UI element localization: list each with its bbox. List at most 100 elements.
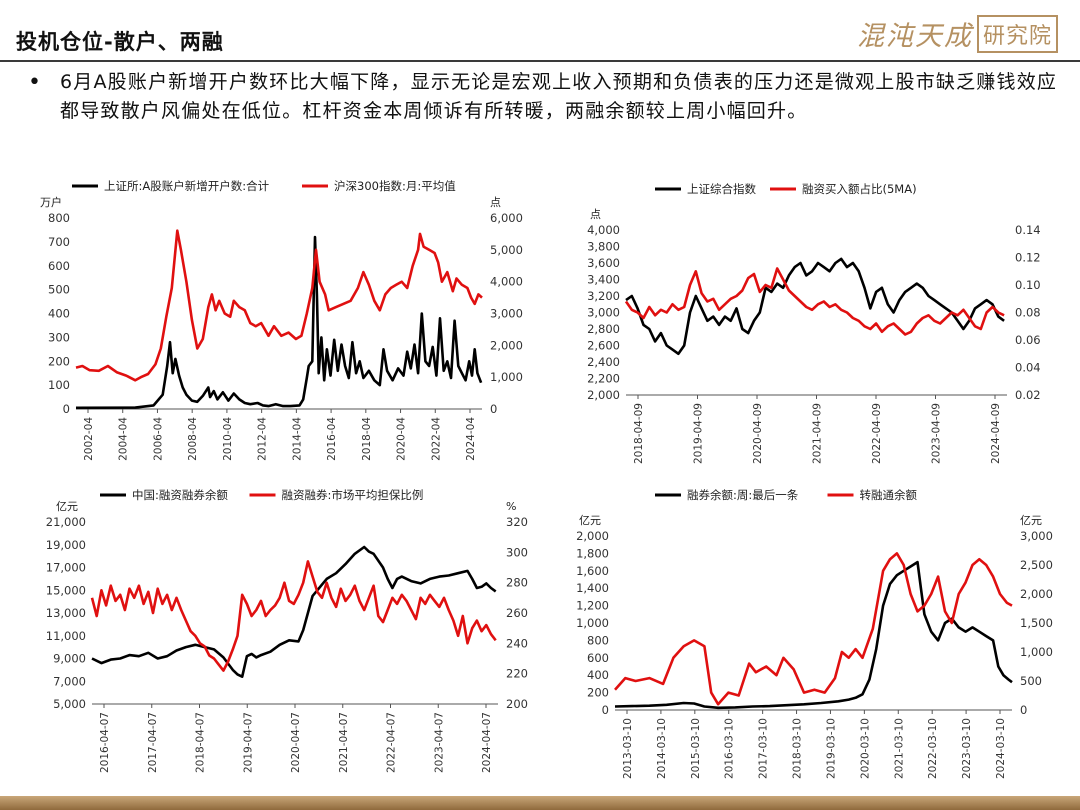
x-tick-label-5: 2021-04-07 (338, 712, 350, 773)
left-unit-label: 点 (590, 208, 601, 221)
y-left-tick-label-10: 2,000 (576, 529, 609, 543)
x-tick-label-2: 2006-04 (152, 417, 164, 461)
summary-bullet: • 6月A股账户新增开户数环比大幅下降，显示无论是宏观上收入预期和负债表的压力还… (28, 68, 1058, 126)
x-tick-label-0: 2002-04 (83, 417, 95, 461)
x-tick-label-1: 2014-03-10 (656, 718, 668, 779)
y-right-tick-label-3: 1,500 (1020, 616, 1053, 630)
x-tick-label-7: 2023-04-07 (433, 712, 445, 773)
y-left-tick-label-8: 1,600 (576, 564, 609, 578)
y-right-tick-label-6: 3,000 (1020, 529, 1053, 543)
x-tick-label-8: 2018-04 (361, 417, 373, 461)
y-right-tick-label-5: 300 (506, 545, 528, 559)
right-unit-label: 点 (490, 196, 501, 209)
y-left-tick-label-5: 500 (48, 283, 70, 297)
y-right-tick-label-6: 320 (506, 515, 528, 529)
x-tick-label-10: 2023-03-10 (961, 718, 973, 779)
y-left-tick-label-6: 600 (48, 259, 70, 273)
summary-text: 6月A股账户新增开户数环比大幅下降，显示无论是宏观上收入预期和负债表的压力还是微… (60, 71, 1058, 122)
y-left-tick-label-4: 13,000 (46, 606, 86, 620)
legend-label-1: 融资融券:市场平均担保比例 (282, 488, 424, 502)
y-right-tick-label-4: 280 (506, 576, 528, 590)
logo-box: 研究院 (976, 14, 1058, 53)
y-left-tick-label-0: 2,000 (587, 388, 620, 402)
y-left-tick-label-3: 11,000 (46, 629, 86, 643)
y-left-tick-label-2: 2,400 (587, 355, 620, 369)
left-unit-label: 亿元 (56, 500, 78, 513)
left-unit-label: 亿元 (579, 514, 601, 527)
y-left-tick-label-8: 21,000 (46, 515, 86, 529)
legend-label-1: 融资买入额占比(5MA) (802, 182, 917, 196)
legend-label-1: 沪深300指数:月:平均值 (334, 179, 456, 193)
x-tick-label-0: 2018-04-09 (633, 403, 645, 464)
y-left-tick-label-0: 0 (602, 703, 609, 717)
chart-sse-svg: 上证综合指数 融资买入额占比(5MA) 点 2,000 2,200 2,400 2,600 2… (587, 182, 1041, 464)
y-left-tick-label-8: 3,600 (587, 256, 620, 270)
x-tick-label-11: 2024-04 (465, 417, 477, 461)
series-line-1 (75, 229, 483, 382)
series-line-1 (614, 552, 1013, 706)
left-unit-label: 万户 (40, 195, 62, 209)
series-line-0 (91, 545, 497, 678)
y-left-tick-label-7: 1,400 (576, 581, 609, 595)
y-left-tick-label-1: 2,200 (587, 372, 620, 386)
logo-text: 混沌天成 (856, 21, 973, 52)
y-right-tick-label-3: 0.08 (1015, 306, 1041, 320)
series-line-1 (624, 267, 1005, 336)
right-unit-label: 亿元 (1020, 514, 1042, 527)
x-tick-label-0: 2013-03-10 (622, 718, 634, 779)
x-tick-label-11: 2024-03-10 (995, 718, 1007, 779)
y-right-tick-label-2: 1,000 (1020, 645, 1053, 659)
y-right-tick-label-3: 3,000 (490, 307, 523, 321)
x-tick-label-4: 2022-04-09 (871, 403, 883, 464)
header-divider (0, 60, 1080, 62)
x-tick-label-5: 2018-03-10 (792, 718, 804, 779)
y-left-tick-label-1: 200 (587, 686, 609, 700)
series-line-0 (614, 560, 1013, 710)
y-left-tick-label-3: 600 (587, 651, 609, 665)
legend-label-0: 上证综合指数 (687, 182, 756, 196)
y-right-tick-label-4: 4,000 (490, 275, 523, 289)
y-left-tick-label-2: 200 (48, 354, 70, 368)
y-right-tick-label-2: 2,000 (490, 338, 523, 352)
y-left-tick-label-5: 15,000 (46, 583, 86, 597)
x-tick-label-2: 2015-03-10 (690, 718, 702, 779)
y-right-tick-label-0: 0.02 (1015, 388, 1041, 402)
x-tick-label-6: 2024-04-09 (990, 403, 1002, 464)
x-tick-label-4: 2010-04 (222, 417, 234, 461)
x-tick-label-1: 2017-04-07 (147, 712, 159, 773)
y-right-tick-label-1: 1,000 (490, 370, 523, 384)
chart-accounts-vs-hs300: 上证所:A股账户新增开户数:合计 沪深300指数:月:平均值 万户 点 0 100 200 3… (20, 175, 540, 467)
y-right-tick-label-0: 200 (506, 697, 528, 711)
x-tick-label-7: 2016-04 (326, 417, 338, 461)
y-left-tick-label-6: 1,200 (576, 599, 609, 613)
x-tick-label-3: 2008-04 (187, 417, 199, 461)
y-right-tick-label-6: 6,000 (490, 211, 523, 225)
x-tick-label-8: 2024-04-07 (481, 712, 493, 773)
y-right-tick-label-4: 0.10 (1015, 278, 1041, 292)
y-right-tick-label-1: 220 (506, 667, 528, 681)
x-tick-label-1: 2004-04 (118, 417, 130, 461)
y-left-tick-label-10: 4,000 (587, 223, 620, 237)
y-right-tick-label-1: 0.04 (1015, 361, 1041, 375)
x-tick-label-7: 2020-03-10 (859, 718, 871, 779)
y-left-tick-label-9: 3,800 (587, 240, 620, 254)
y-left-tick-label-5: 1,000 (576, 616, 609, 630)
x-tick-label-9: 2022-03-10 (927, 718, 939, 779)
y-left-tick-label-0: 0 (63, 402, 70, 416)
x-tick-label-5: 2023-04-09 (931, 403, 943, 464)
y-right-tick-label-5: 2,500 (1020, 558, 1053, 572)
y-right-tick-label-0: 0 (490, 402, 497, 416)
x-tick-label-3: 2016-03-10 (724, 718, 736, 779)
logo: 混沌天成 研究院 (857, 14, 1058, 53)
chart-margin-balance: 中国:融资融券余额 融资融券:市场平均担保比例 亿元% 5,000 7,000 9,000… (20, 482, 550, 792)
y-right-tick-label-3: 260 (506, 606, 528, 620)
y-left-tick-label-8: 800 (48, 211, 70, 225)
y-right-tick-label-2: 0.06 (1015, 333, 1041, 347)
series-line-0 (75, 235, 483, 410)
footer-bar (0, 796, 1080, 810)
legend-label-0: 上证所:A股账户新增开户数:合计 (104, 179, 270, 193)
y-left-tick-label-2: 400 (587, 668, 609, 682)
legend-label-1: 转融通余额 (860, 488, 918, 502)
